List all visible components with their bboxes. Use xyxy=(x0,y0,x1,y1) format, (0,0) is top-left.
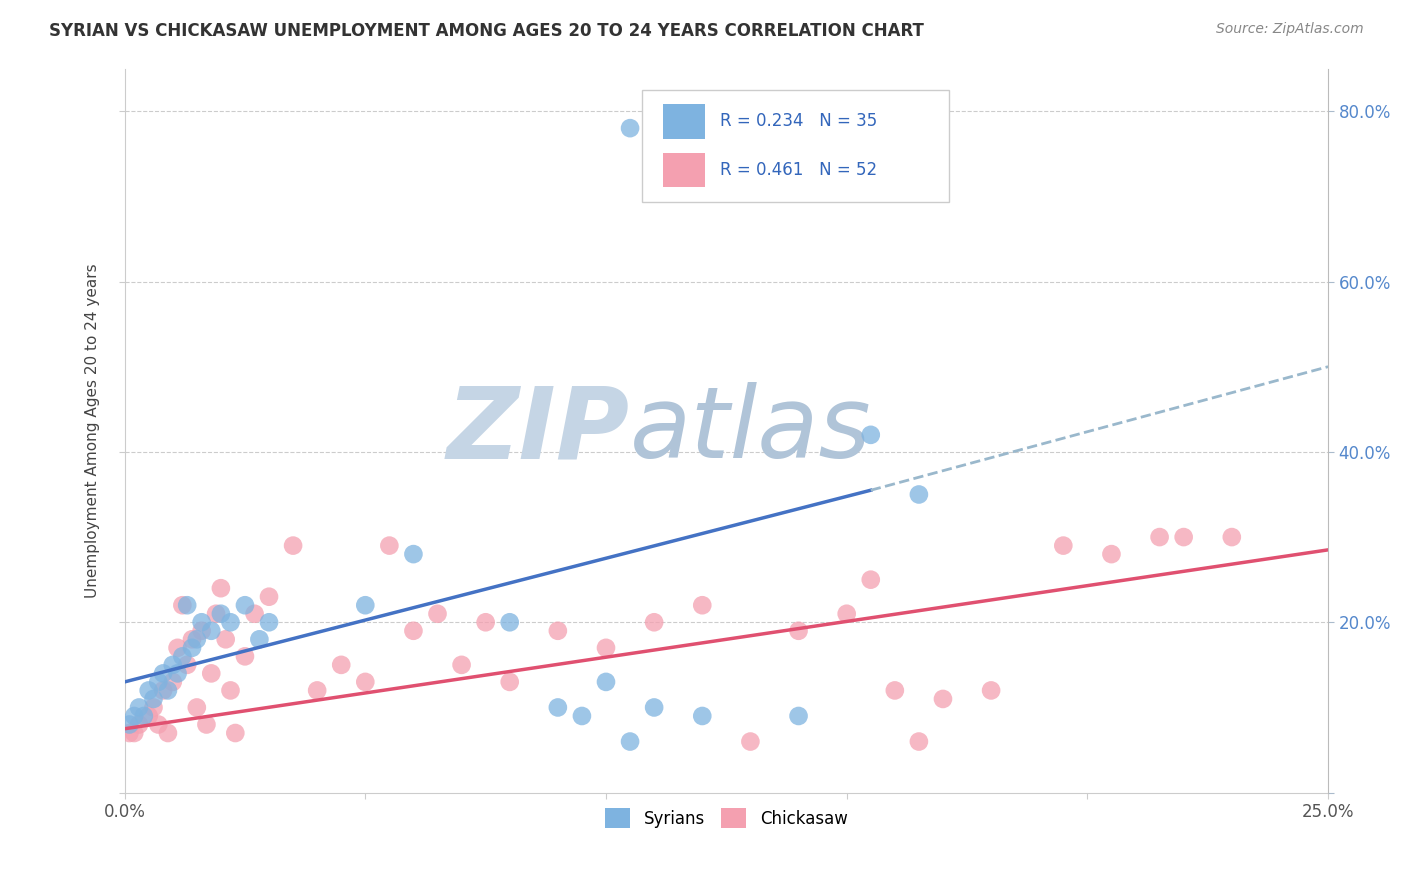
Point xyxy=(209,581,232,595)
Point xyxy=(330,657,353,672)
Point xyxy=(132,709,155,723)
Point xyxy=(200,666,222,681)
Point xyxy=(219,683,242,698)
Point xyxy=(215,632,238,647)
Point xyxy=(619,734,641,748)
Point xyxy=(571,709,593,723)
Point xyxy=(595,640,617,655)
Point xyxy=(474,615,496,630)
Point xyxy=(156,726,179,740)
Legend: Syrians, Chickasaw: Syrians, Chickasaw xyxy=(599,801,855,835)
Point xyxy=(402,547,425,561)
Point xyxy=(176,657,198,672)
Text: ZIP: ZIP xyxy=(447,382,630,479)
Text: Source: ZipAtlas.com: Source: ZipAtlas.com xyxy=(1216,22,1364,37)
Point xyxy=(643,615,665,630)
Point xyxy=(209,607,232,621)
Point xyxy=(1173,530,1195,544)
FancyBboxPatch shape xyxy=(662,104,704,139)
Point xyxy=(619,121,641,136)
Point xyxy=(162,674,184,689)
Point xyxy=(835,607,858,621)
Point xyxy=(181,640,204,655)
Y-axis label: Unemployment Among Ages 20 to 24 years: Unemployment Among Ages 20 to 24 years xyxy=(86,263,100,598)
Point xyxy=(1220,530,1243,544)
Point xyxy=(186,700,208,714)
Point xyxy=(138,683,160,698)
Point xyxy=(148,717,170,731)
Point xyxy=(172,599,194,613)
Point xyxy=(1052,539,1074,553)
Point xyxy=(148,674,170,689)
Point xyxy=(499,674,522,689)
Point xyxy=(859,427,882,442)
Point xyxy=(450,657,472,672)
Point xyxy=(152,683,174,698)
Text: atlas: atlas xyxy=(630,382,872,479)
Point xyxy=(224,726,246,740)
Point xyxy=(402,624,425,638)
Text: SYRIAN VS CHICKASAW UNEMPLOYMENT AMONG AGES 20 TO 24 YEARS CORRELATION CHART: SYRIAN VS CHICKASAW UNEMPLOYMENT AMONG A… xyxy=(49,22,924,40)
Point xyxy=(176,599,198,613)
Point xyxy=(740,734,762,748)
Point xyxy=(281,539,304,553)
Point xyxy=(932,692,955,706)
Point xyxy=(378,539,401,553)
Point xyxy=(426,607,449,621)
Point xyxy=(233,599,256,613)
Point xyxy=(908,487,931,501)
Text: R = 0.461   N = 52: R = 0.461 N = 52 xyxy=(720,161,877,179)
Point xyxy=(138,709,160,723)
Point xyxy=(122,709,145,723)
Point xyxy=(219,615,242,630)
Point xyxy=(172,649,194,664)
Text: R = 0.234   N = 35: R = 0.234 N = 35 xyxy=(720,112,877,130)
Point xyxy=(142,700,165,714)
Point xyxy=(547,700,569,714)
Point xyxy=(181,632,204,647)
Point xyxy=(195,717,218,731)
Point xyxy=(118,726,141,740)
Point xyxy=(152,666,174,681)
Point xyxy=(122,726,145,740)
Point xyxy=(166,666,188,681)
Point xyxy=(186,632,208,647)
Point xyxy=(307,683,329,698)
Point xyxy=(643,700,665,714)
Point xyxy=(787,709,810,723)
Point xyxy=(354,599,377,613)
Point xyxy=(980,683,1002,698)
Point xyxy=(690,709,713,723)
Point xyxy=(190,624,212,638)
Point xyxy=(243,607,266,621)
Point xyxy=(499,615,522,630)
Point xyxy=(142,692,165,706)
Point xyxy=(233,649,256,664)
Point xyxy=(162,657,184,672)
Point xyxy=(166,640,188,655)
Point xyxy=(787,624,810,638)
Point xyxy=(128,700,150,714)
Point xyxy=(595,674,617,689)
Point xyxy=(257,590,280,604)
Point xyxy=(547,624,569,638)
Point xyxy=(128,717,150,731)
Point xyxy=(247,632,270,647)
FancyBboxPatch shape xyxy=(662,153,704,187)
Point xyxy=(190,615,212,630)
Point xyxy=(883,683,905,698)
Point xyxy=(1101,547,1123,561)
Point xyxy=(205,607,228,621)
Point xyxy=(156,683,179,698)
Point xyxy=(908,734,931,748)
Point xyxy=(690,599,713,613)
Point xyxy=(257,615,280,630)
Point xyxy=(1149,530,1171,544)
FancyBboxPatch shape xyxy=(643,90,949,202)
Point xyxy=(118,717,141,731)
Point xyxy=(200,624,222,638)
Point xyxy=(354,674,377,689)
Point xyxy=(859,573,882,587)
